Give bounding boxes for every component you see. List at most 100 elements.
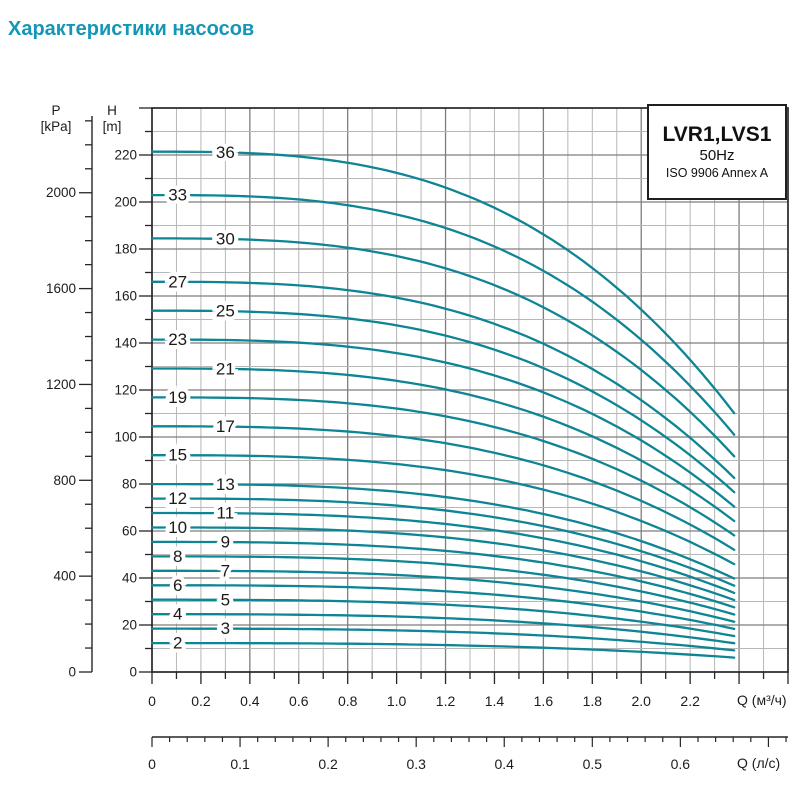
curve-21 xyxy=(150,367,736,523)
svg-text:17: 17 xyxy=(216,417,235,436)
h-axis-unit: [m] xyxy=(102,119,122,135)
svg-text:2.0: 2.0 xyxy=(631,693,651,709)
svg-text:12: 12 xyxy=(168,489,187,508)
svg-text:2.2: 2.2 xyxy=(680,693,700,709)
curve-5 xyxy=(150,598,736,638)
p-axis-name: P xyxy=(51,103,61,118)
svg-text:15: 15 xyxy=(168,446,187,465)
legend-model: LVR1,LVS1 xyxy=(662,122,772,146)
svg-text:33: 33 xyxy=(168,186,187,205)
svg-text:0.6: 0.6 xyxy=(289,693,309,709)
svg-text:36: 36 xyxy=(216,143,235,162)
svg-text:7: 7 xyxy=(221,561,230,580)
svg-text:0.4: 0.4 xyxy=(240,693,260,709)
svg-text:200: 200 xyxy=(114,195,137,210)
curve-17 xyxy=(150,425,736,551)
svg-text:21: 21 xyxy=(216,359,235,378)
q-ls-axis-label: Q (л/с) xyxy=(737,755,781,771)
h-axis-ticks: 0 20 40 60 80 100 120 140 160 180 200 220 xyxy=(114,107,152,680)
svg-text:120: 120 xyxy=(114,383,137,398)
svg-text:11: 11 xyxy=(217,504,235,523)
svg-text:30: 30 xyxy=(216,229,235,248)
svg-text:4: 4 xyxy=(173,605,182,624)
svg-text:0.4: 0.4 xyxy=(495,756,515,772)
svg-text:8: 8 xyxy=(173,547,182,566)
curve-11 xyxy=(150,511,736,595)
svg-text:19: 19 xyxy=(168,388,187,407)
legend-frequency: 50Hz xyxy=(699,147,735,165)
svg-text:0: 0 xyxy=(129,665,137,680)
svg-text:25: 25 xyxy=(216,302,235,321)
page-title: Характеристики насосов xyxy=(8,18,255,40)
svg-text:1.8: 1.8 xyxy=(583,693,603,709)
svg-text:100: 100 xyxy=(114,430,137,445)
curve-8 xyxy=(150,555,736,616)
svg-text:400: 400 xyxy=(53,569,76,584)
svg-text:6: 6 xyxy=(173,576,182,595)
svg-text:20: 20 xyxy=(122,618,137,633)
svg-text:800: 800 xyxy=(53,473,76,488)
svg-text:2000: 2000 xyxy=(46,185,76,200)
svg-text:9: 9 xyxy=(221,533,230,552)
svg-text:1.4: 1.4 xyxy=(485,693,505,709)
svg-text:160: 160 xyxy=(114,289,137,304)
curve-33 xyxy=(150,193,736,436)
svg-text:0: 0 xyxy=(148,756,156,772)
p-axis-header: P [kPa] xyxy=(26,103,86,136)
svg-text:23: 23 xyxy=(168,330,187,349)
legend-standard: ISO 9906 Annex A xyxy=(665,166,769,181)
svg-text:0.3: 0.3 xyxy=(406,756,426,772)
svg-text:0.2: 0.2 xyxy=(318,756,338,772)
svg-text:40: 40 xyxy=(122,571,137,586)
curve-19 xyxy=(150,396,736,537)
curve-2 xyxy=(150,641,736,659)
curve-23 xyxy=(150,338,736,508)
svg-text:1200: 1200 xyxy=(46,377,76,392)
q-ls-axis: 0 0.1 0.2 0.3 0.4 0.5 0.6 xyxy=(148,736,788,772)
svg-text:13: 13 xyxy=(216,475,235,494)
curve-10 xyxy=(150,526,736,602)
q-m3h-axis-ticks: 0 0.2 0.4 0.6 0.8 1.0 1.2 1.4 1.6 1.8 2.0 2.2 xyxy=(148,672,789,709)
h-axis-name: H xyxy=(107,103,117,118)
svg-text:27: 27 xyxy=(168,272,187,291)
curve-25 xyxy=(150,309,736,494)
svg-text:0.1: 0.1 xyxy=(230,756,250,772)
svg-text:1600: 1600 xyxy=(46,281,76,296)
svg-text:0: 0 xyxy=(148,693,156,709)
svg-text:10: 10 xyxy=(168,518,187,537)
svg-text:3: 3 xyxy=(221,619,230,638)
svg-text:2: 2 xyxy=(173,634,182,653)
svg-text:5: 5 xyxy=(221,590,230,609)
svg-text:1.6: 1.6 xyxy=(534,693,554,709)
h-axis-header: H [m] xyxy=(86,103,138,136)
curve-30 xyxy=(150,237,736,458)
svg-text:140: 140 xyxy=(114,336,137,351)
svg-text:0.8: 0.8 xyxy=(338,693,358,709)
curve-9 xyxy=(150,540,736,609)
svg-text:0.5: 0.5 xyxy=(583,756,603,772)
curve-15 xyxy=(150,454,736,566)
p-axis: 0 400 800 1200 1600 2000 xyxy=(46,116,93,680)
curve-27 xyxy=(150,280,736,480)
p-axis-unit: [kPa] xyxy=(40,119,72,135)
svg-text:0.6: 0.6 xyxy=(671,756,691,772)
curve-4 xyxy=(150,613,736,645)
curve-7 xyxy=(150,569,736,623)
curve-13 xyxy=(150,482,736,580)
svg-text:1.2: 1.2 xyxy=(436,693,456,709)
curve-3 xyxy=(150,627,736,652)
chart-legend-box: LVR1,LVS1 50Hz ISO 9906 Annex A xyxy=(647,104,787,200)
svg-text:0: 0 xyxy=(68,665,76,680)
curve-12 xyxy=(150,497,736,587)
curve-36 xyxy=(150,150,736,415)
svg-text:220: 220 xyxy=(114,148,137,163)
svg-text:180: 180 xyxy=(114,242,137,257)
svg-text:60: 60 xyxy=(122,524,137,539)
q-m3h-axis-label: Q (м³/ч) xyxy=(737,692,787,708)
curve-6 xyxy=(150,584,736,631)
pump-curves xyxy=(150,150,736,659)
svg-text:80: 80 xyxy=(122,477,137,492)
